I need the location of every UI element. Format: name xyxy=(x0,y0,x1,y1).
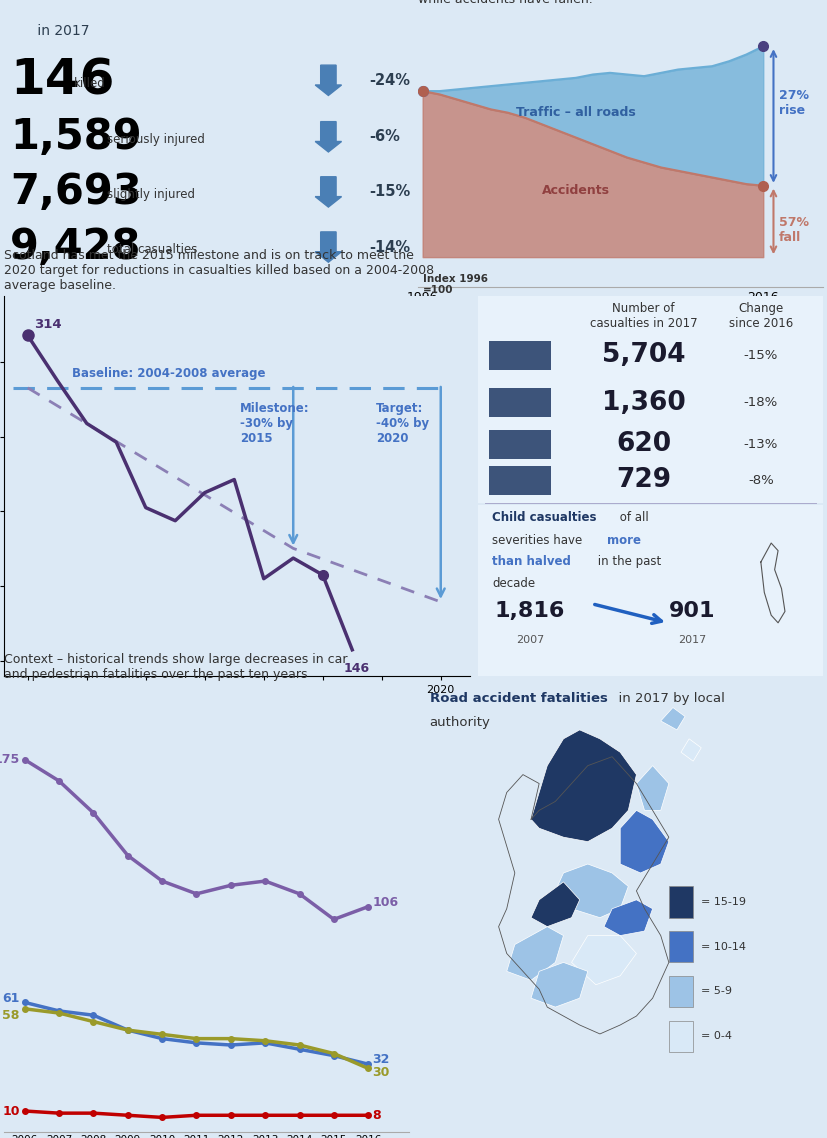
Text: more: more xyxy=(606,534,640,546)
Text: Context – historical trends show large decreases in car
and pedestrian fatalitie: Context – historical trends show large d… xyxy=(4,653,347,682)
Text: 2017: 2017 xyxy=(678,635,706,645)
Text: Child casualties: Child casualties xyxy=(492,511,596,523)
Text: -18%: -18% xyxy=(743,396,778,409)
FancyArrow shape xyxy=(315,176,342,207)
Text: 146: 146 xyxy=(343,662,370,675)
Text: 58: 58 xyxy=(2,1008,20,1022)
Bar xyxy=(478,505,823,676)
Text: 729: 729 xyxy=(616,468,672,494)
Text: 901: 901 xyxy=(669,601,715,621)
Bar xyxy=(478,296,823,503)
Text: authority: authority xyxy=(430,717,490,729)
Text: -8%: -8% xyxy=(748,473,774,487)
Text: severities have: severities have xyxy=(492,534,586,546)
Text: in 2017 by local: in 2017 by local xyxy=(610,692,725,704)
Text: Milestone:
-30% by
2015: Milestone: -30% by 2015 xyxy=(240,402,310,445)
Bar xyxy=(489,430,551,459)
Text: -15%: -15% xyxy=(743,348,778,362)
Text: -14%: -14% xyxy=(369,240,410,255)
Text: 57%
fall: 57% fall xyxy=(778,216,809,244)
Polygon shape xyxy=(681,739,701,761)
FancyArrow shape xyxy=(315,122,342,152)
Polygon shape xyxy=(531,963,588,1007)
Text: Index 1996
=100: Index 1996 =100 xyxy=(423,274,488,296)
Text: 30: 30 xyxy=(372,1066,390,1079)
Text: 2007: 2007 xyxy=(516,635,544,645)
Text: = 5-9: = 5-9 xyxy=(701,987,732,997)
Text: 314: 314 xyxy=(34,318,61,331)
Polygon shape xyxy=(531,729,637,842)
Text: 175: 175 xyxy=(0,753,20,766)
Bar xyxy=(489,341,551,370)
Bar xyxy=(669,1021,693,1052)
Text: total casualties: total casualties xyxy=(108,244,198,256)
Text: 8: 8 xyxy=(372,1108,381,1122)
Text: Number of
casualties in 2017: Number of casualties in 2017 xyxy=(590,302,697,330)
Text: -24%: -24% xyxy=(369,73,410,88)
Text: -6%: -6% xyxy=(369,130,399,145)
Text: -13%: -13% xyxy=(743,438,778,451)
Text: 1,816: 1,816 xyxy=(495,601,565,621)
Text: 620: 620 xyxy=(616,431,672,457)
Text: = 15-19: = 15-19 xyxy=(701,897,746,907)
Polygon shape xyxy=(637,766,669,810)
Text: Since 1995 in Scotland, road traffic has continued to rise,
while accidents have: Since 1995 in Scotland, road traffic has… xyxy=(418,0,779,6)
Text: Accidents: Accidents xyxy=(542,184,610,197)
Text: 27%
rise: 27% rise xyxy=(778,89,809,117)
Polygon shape xyxy=(507,926,563,980)
FancyArrow shape xyxy=(315,232,342,262)
Text: decade: decade xyxy=(492,577,535,591)
Text: in 2017: in 2017 xyxy=(33,24,90,38)
Text: slightly injured: slightly injured xyxy=(108,188,195,201)
Polygon shape xyxy=(604,900,653,935)
Text: Change
since 2016: Change since 2016 xyxy=(729,302,793,330)
Text: = 0-4: = 0-4 xyxy=(701,1031,732,1041)
Text: Road accident fatalities: Road accident fatalities xyxy=(430,692,608,704)
Text: seriously injured: seriously injured xyxy=(108,133,205,146)
Polygon shape xyxy=(556,864,629,917)
Bar xyxy=(489,467,551,495)
Polygon shape xyxy=(661,708,685,729)
Text: Traffic – all roads: Traffic – all roads xyxy=(516,106,636,119)
Text: in the past: in the past xyxy=(594,555,661,568)
Text: than halved: than halved xyxy=(492,555,571,568)
Text: 146: 146 xyxy=(10,56,115,105)
Text: 7,693: 7,693 xyxy=(10,171,142,213)
Text: 5,704: 5,704 xyxy=(602,343,686,368)
Text: 1,589: 1,589 xyxy=(10,116,142,158)
Bar xyxy=(669,931,693,963)
Text: 61: 61 xyxy=(2,991,20,1005)
Bar xyxy=(669,887,693,917)
Text: = 10-14: = 10-14 xyxy=(701,942,746,951)
Text: 10: 10 xyxy=(2,1105,20,1118)
Text: Baseline: 2004-2008 average: Baseline: 2004-2008 average xyxy=(72,368,265,380)
Text: -15%: -15% xyxy=(369,184,410,199)
Text: killed: killed xyxy=(74,76,105,90)
Bar xyxy=(669,975,693,1007)
Text: 106: 106 xyxy=(372,896,399,909)
Polygon shape xyxy=(620,810,669,873)
Text: 9,428: 9,428 xyxy=(10,226,141,269)
FancyArrow shape xyxy=(315,65,342,96)
Text: Scotland has met the 2015 milestone and is on track to meet the
2020 target for : Scotland has met the 2015 milestone and … xyxy=(4,249,434,292)
Bar xyxy=(489,388,551,417)
Polygon shape xyxy=(531,882,580,926)
Text: of all: of all xyxy=(616,511,649,523)
Polygon shape xyxy=(571,935,637,984)
Text: 32: 32 xyxy=(372,1054,390,1066)
Text: 1,360: 1,360 xyxy=(602,389,686,415)
Text: Target:
-40% by
2020: Target: -40% by 2020 xyxy=(375,402,429,445)
